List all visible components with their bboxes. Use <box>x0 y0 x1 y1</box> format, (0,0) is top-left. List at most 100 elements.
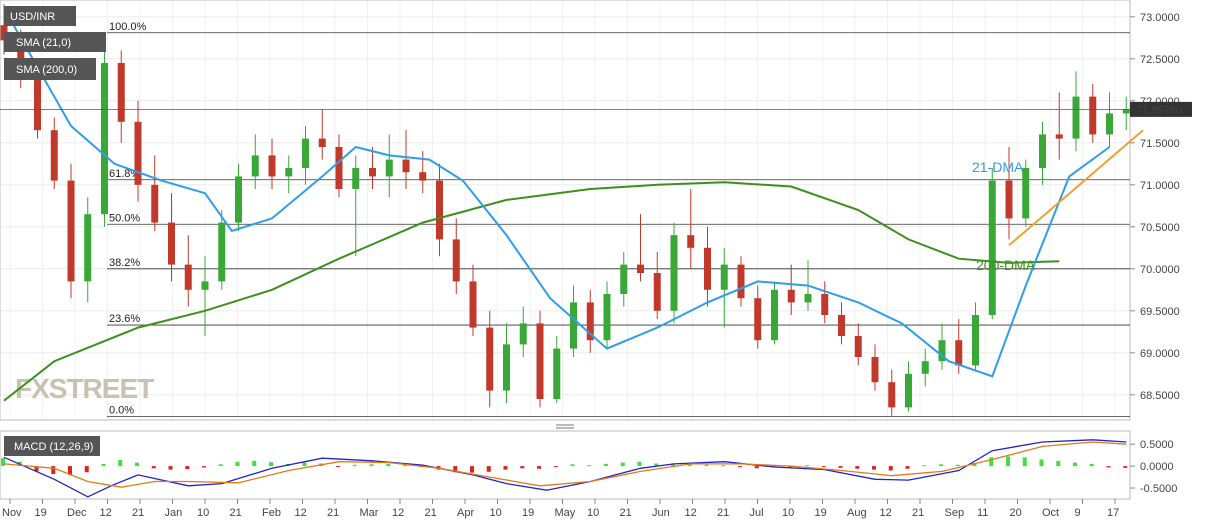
candle-body-10 <box>168 222 175 265</box>
candle-body-13 <box>218 222 226 282</box>
date-tick-label-28: 21 <box>912 507 924 519</box>
fib-label-4: 23.6% <box>109 313 140 325</box>
hist-bar-66 <box>1106 466 1111 468</box>
date-tick-label-30: 11 <box>977 507 988 519</box>
hist-bar-60 <box>1006 456 1010 467</box>
candle-body-36 <box>603 294 611 341</box>
date-tick-label-10: 21 <box>327 507 339 519</box>
macd-tick-label-1: 0.0000 <box>1140 461 1174 473</box>
hist-bar-13 <box>218 464 223 467</box>
candle-body-46 <box>771 289 778 341</box>
legend: USD/INR SMA (21,0) SMA (200,0) MACD (12,… <box>4 6 106 456</box>
candle-body-44 <box>737 264 745 299</box>
date-tick-label-9: 12 <box>295 507 307 519</box>
last-price-value: 71.89780 <box>1136 104 1182 116</box>
price-tick-label-5: 70.5000 <box>1140 222 1180 234</box>
hist-bar-39 <box>654 463 659 467</box>
candle-body-18 <box>302 138 309 168</box>
hist-bar-3 <box>51 466 56 474</box>
hist-bar-65 <box>1089 463 1094 467</box>
hist-bar-6 <box>101 463 106 467</box>
candle-body-48 <box>804 294 812 303</box>
date-tick-label-1: 19 <box>35 507 47 519</box>
macd-signal-line <box>3 441 1127 488</box>
macd-histogram <box>1 456 1128 475</box>
candle-body-2 <box>34 79 41 131</box>
candle-body-25 <box>419 172 427 181</box>
date-tick-label-0: Nov <box>2 507 22 519</box>
legend-symbol-box[interactable] <box>4 6 76 26</box>
candle-body-22 <box>369 168 376 177</box>
legend-macd-box[interactable] <box>4 436 100 456</box>
candle-body-52 <box>871 357 879 383</box>
candle-body-35 <box>586 302 594 341</box>
date-tick-label-29: Sep <box>945 507 965 519</box>
date-tick-label-8: Feb <box>262 507 281 519</box>
date-tick-label-26: Aug <box>847 507 867 519</box>
fib-label-3: 38.2% <box>109 257 140 269</box>
panel-splitter[interactable] <box>556 424 574 429</box>
hist-bar-58 <box>972 463 977 467</box>
date-tick-label-13: 21 <box>425 507 437 519</box>
legend-macd[interactable]: MACD (12,26,9) <box>14 441 93 453</box>
hist-bar-34 <box>570 464 575 467</box>
hist-bar-22 <box>369 464 374 467</box>
date-tick-label-21: 12 <box>685 507 697 519</box>
hist-bar-5 <box>84 466 89 473</box>
legend-sma200[interactable]: SMA (200,0) <box>16 64 77 76</box>
date-tick-label-19: 21 <box>620 507 632 519</box>
candle-body-63 <box>1055 134 1063 139</box>
hist-bar-15 <box>252 460 257 467</box>
date-tick-label-20: Jun <box>652 507 670 519</box>
candle-body-65 <box>1089 96 1097 135</box>
legend-symbol[interactable]: USD/INR <box>10 11 55 23</box>
hist-bar-23 <box>386 463 391 467</box>
hist-bar-38 <box>637 461 642 467</box>
candle-body-67 <box>1122 109 1130 114</box>
date-tick-label-33: 9 <box>1075 507 1081 519</box>
hist-bar-11 <box>185 466 190 470</box>
fibonacci-levels: 100.0%61.8%50.0%38.2%23.6%0.0% <box>107 21 1130 418</box>
hist-bar-37 <box>620 462 625 467</box>
hist-bar-42 <box>704 464 709 467</box>
candle-body-12 <box>201 281 209 290</box>
candle-body-45 <box>754 298 762 341</box>
candle-body-54 <box>905 373 912 408</box>
date-tick-label-16: 19 <box>522 507 534 519</box>
candle-body-17 <box>285 168 293 177</box>
date-tick-label-12: 12 <box>392 507 404 519</box>
dma21-annotation: 21-DMA <box>972 159 1024 175</box>
hist-bar-18 <box>302 462 307 467</box>
hist-bar-52 <box>872 466 876 470</box>
hist-bar-9 <box>151 466 156 469</box>
price-tick-label-9: 68.5000 <box>1140 390 1180 402</box>
date-tick-label-7: 21 <box>230 507 242 519</box>
hist-bar-59 <box>989 457 994 467</box>
candle-body-42 <box>704 247 711 290</box>
candle-body-30 <box>503 344 510 391</box>
hist-bar-10 <box>168 466 173 470</box>
date-tick-label-25: 19 <box>815 507 827 519</box>
candle-body-14 <box>235 176 242 223</box>
hist-bar-8 <box>135 462 139 467</box>
candle-body-27 <box>452 239 460 282</box>
hist-bar-21 <box>352 464 357 467</box>
hist-bar-27 <box>453 466 458 473</box>
candle-body-7 <box>117 63 125 122</box>
legend-sma200-box[interactable] <box>4 58 96 80</box>
hist-bar-44 <box>738 466 742 468</box>
hist-bar-61 <box>1022 457 1027 467</box>
date-tick-label-15: 10 <box>490 507 502 519</box>
candle-body-21 <box>352 168 360 189</box>
hist-bar-33 <box>553 466 558 468</box>
date-axis: Nov 19 Dec 12 21 Jan 10 21 Feb 12 21 Mar 12 21 Apr 10 19… <box>2 499 1119 519</box>
fib-label-2: 50.0% <box>109 212 140 224</box>
legend-sma21-box[interactable] <box>4 32 106 52</box>
legend-sma21[interactable]: SMA (21,0) <box>16 37 71 49</box>
candle-body-66 <box>1106 113 1113 135</box>
candle-body-53 <box>888 382 896 408</box>
hist-bar-63 <box>1056 460 1061 467</box>
candle-body-39 <box>653 273 661 311</box>
candle-body-34 <box>570 302 577 349</box>
candle-body-28 <box>469 281 477 328</box>
